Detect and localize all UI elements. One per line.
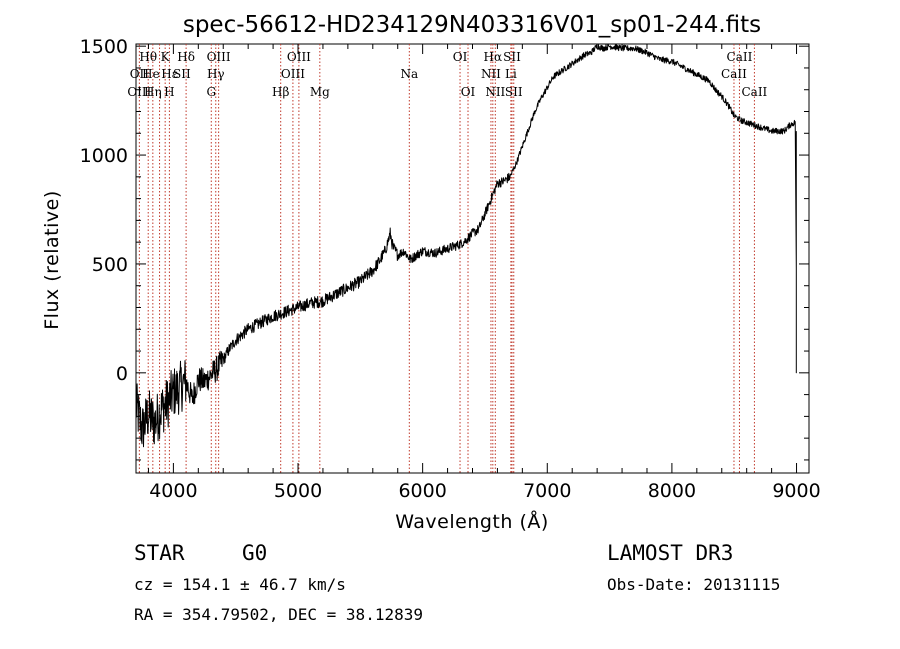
x-tick-label: 9000 (772, 480, 820, 502)
redshift-value: cz = 154.1 ± 46.7 km/s (134, 575, 346, 594)
x-tick-label: 7000 (523, 480, 571, 502)
y-tick-label: 1000 (80, 145, 128, 167)
x-tick-label: 8000 (648, 480, 696, 502)
line-annotation: OI (461, 85, 476, 99)
line-annotation: SII (505, 85, 523, 99)
y-tick-label: 500 (92, 254, 128, 276)
object-class: STAR (134, 541, 185, 565)
obs-date: Obs-Date: 20131115 (607, 575, 780, 594)
line-annotation: Hη (144, 85, 162, 99)
line-annotation: H (164, 85, 174, 99)
line-annotation: OI (453, 50, 468, 64)
line-annotation: OIII (281, 67, 305, 81)
ra-dec-coords: RA = 354.79502, DEC = 38.12839 (134, 605, 423, 624)
spectral-subclass: G0 (242, 541, 267, 565)
line-annotation: K (161, 50, 171, 64)
x-tick-label: 6000 (398, 480, 446, 502)
survey-name: LAMOST DR3 (607, 541, 733, 565)
line-annotation: Hδ (177, 50, 195, 64)
line-annotation: Hα (484, 50, 503, 64)
line-annotation: Hβ (272, 85, 289, 99)
line-annotation: OII (130, 67, 150, 81)
line-annotation: CaII (727, 50, 753, 64)
line-annotation: Na (400, 67, 418, 81)
y-tick-label: 0 (116, 363, 128, 385)
line-annotation: Li (505, 67, 517, 81)
line-annotation: Mg (310, 85, 330, 99)
spectrum-series (135, 43, 797, 448)
series-flux-line (135, 43, 797, 448)
chart-title: spec-56612-HD234129N403316V01_sp01-244.f… (183, 12, 761, 38)
plot-frame (135, 43, 810, 474)
line-annotation: CaII (741, 85, 767, 99)
line-annotations: Hθ OII OIII He Hη K Hε H SII Hδ OIII Hγ G Hβ OIII OIII M… (127, 50, 767, 99)
line-annotation: OIII (127, 85, 151, 99)
axis-ticks (136, 44, 809, 473)
line-annotation: Hγ (207, 67, 225, 81)
line-annotation: OIII (207, 50, 231, 64)
line-annotation: G (206, 85, 216, 99)
y-axis-label: Flux (relative) (41, 190, 63, 330)
x-tick-label: 5000 (274, 480, 322, 502)
y-tick-label: 1500 (80, 36, 128, 58)
line-annotation: SII (173, 67, 191, 81)
line-annotation: OIII (287, 50, 311, 64)
line-annotation: Hε (161, 67, 178, 81)
axis-tick-labels: 4000 5000 6000 7000 8000 9000 0 500 1000 1500 (80, 36, 821, 502)
x-axis-label: Wavelength (Å) (395, 510, 549, 533)
line-annotation: SII (503, 50, 521, 64)
emission-line-markers (138, 44, 755, 473)
line-annotation: NII (485, 85, 505, 99)
line-annotation: Hθ (139, 50, 157, 64)
line-annotation: NII (481, 67, 501, 81)
x-tick-label: 4000 (149, 480, 197, 502)
line-annotation: CaII (721, 67, 747, 81)
line-annotation: He (142, 67, 160, 81)
